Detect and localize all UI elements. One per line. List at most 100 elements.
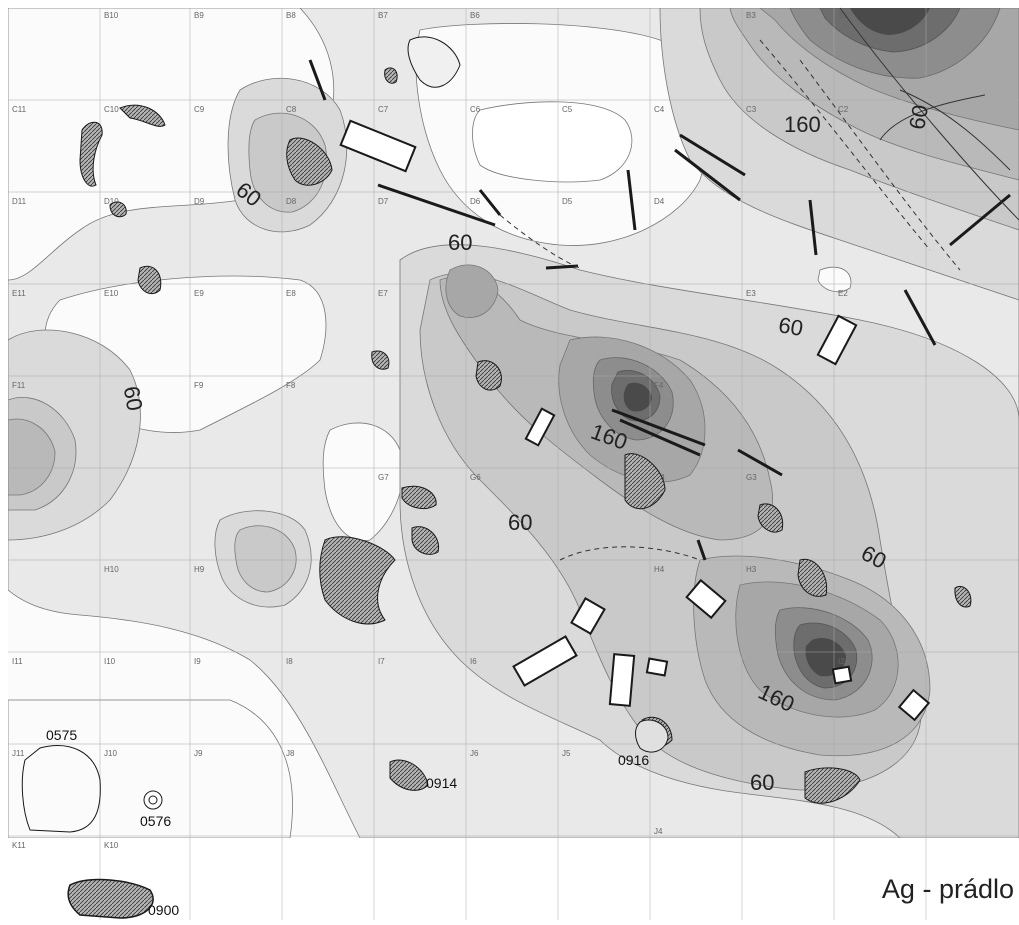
grid-label: E10 (104, 289, 119, 298)
grid-label: J10 (104, 749, 117, 758)
feature-0900-outline (67, 878, 154, 919)
grid-label: E11 (12, 289, 26, 298)
grid-label: D9 (194, 197, 205, 206)
structure (831, 665, 853, 685)
feature-0914-outline (389, 759, 429, 791)
feature-pit (286, 137, 333, 186)
grid-label: J6 (470, 749, 479, 758)
grid-label: F8 (286, 381, 296, 390)
feature-pit (624, 453, 666, 510)
grid-label: C3 (746, 105, 757, 114)
contour-fields (8, 8, 1019, 838)
grid-label: C5 (562, 105, 573, 114)
feature-pit (319, 536, 396, 625)
grid-label: C8 (286, 105, 297, 114)
structure (608, 653, 636, 707)
grid-label: B8 (286, 11, 296, 20)
contour-label: 60 (904, 103, 933, 131)
grid-label: C2 (838, 105, 849, 114)
structure (570, 597, 606, 635)
grid-label: K11 (12, 841, 26, 850)
feature-label-0900: 0900 (148, 902, 179, 918)
feature-pit (401, 485, 437, 509)
grid-label: J8 (286, 749, 295, 758)
feature-pit (757, 503, 784, 533)
structure (685, 578, 727, 620)
grid-label: I2 (838, 657, 845, 666)
structure (645, 657, 669, 677)
structure (524, 407, 556, 447)
grid-label: B7 (378, 11, 388, 20)
grid-label: D6 (470, 197, 481, 206)
feature-label-0576: 0576 (140, 813, 171, 829)
feature-boundaries (839, 7, 1019, 221)
feature-pit (384, 67, 398, 84)
grid-label: B10 (104, 11, 119, 20)
feature-pit (109, 201, 127, 218)
grid-label: K10 (104, 841, 119, 850)
grid-label: I6 (470, 657, 477, 666)
grid-label: G6 (470, 473, 481, 482)
structure (897, 688, 931, 722)
feature-0575-outline (21, 745, 101, 833)
structure (816, 314, 858, 366)
grid-label: I11 (12, 657, 23, 666)
feature-pit (371, 350, 390, 370)
feature-pits (79, 36, 972, 804)
grid-label: H3 (746, 565, 757, 574)
grid-label: E9 (194, 289, 204, 298)
structure (512, 635, 578, 687)
contour-label: 60 (448, 230, 472, 255)
contour-label: 160 (784, 112, 821, 137)
grid-lines (8, 8, 1019, 920)
grid-label: F9 (194, 381, 204, 390)
grid-label: D11 (12, 197, 27, 206)
feature-0916-outline (635, 719, 669, 753)
contour-label: 60 (508, 510, 532, 535)
grid-label: I8 (286, 657, 293, 666)
feature-structures (339, 119, 931, 722)
feature-pit (137, 265, 162, 295)
grid-label: J4 (654, 827, 663, 836)
grid-label: I9 (194, 657, 201, 666)
feature-label-0916: 0916 (618, 752, 649, 768)
grid-labels: C11 C10 C9 C8 C7 C6 C5 C4 C3 C2 D11 D10 … (12, 11, 849, 850)
grid-label: C10 (104, 105, 119, 114)
grid-label: F11 (12, 381, 26, 390)
grid-label: B3 (746, 11, 756, 20)
feature-labels: 0575 0576 0900 0914 0916 (46, 727, 649, 918)
grid-label: D5 (562, 197, 573, 206)
contour-label: 60 (119, 384, 148, 412)
grid-label: E8 (286, 289, 296, 298)
grid-label: C7 (378, 105, 389, 114)
grid-label: B9 (194, 11, 204, 20)
grid-label: E2 (838, 289, 848, 298)
grid-label: J11 (12, 749, 25, 758)
feature-paths (499, 39, 961, 561)
feature-pit (119, 104, 166, 127)
grid-label: C9 (194, 105, 205, 114)
grid-label: B2 (838, 11, 848, 20)
feature-pit (475, 360, 502, 391)
grid-label: H4 (654, 565, 665, 574)
grid-label: E3 (746, 289, 756, 298)
feature-pit (954, 586, 972, 608)
grid-label: J5 (562, 749, 571, 758)
grid-label: D7 (378, 197, 389, 206)
grid-label: D10 (104, 197, 119, 206)
grid-label: F4 (654, 381, 664, 390)
grid-label: I7 (378, 657, 385, 666)
grid-label: C6 (470, 105, 481, 114)
grid-label: C4 (654, 105, 665, 114)
grid-label: G7 (378, 473, 389, 482)
map-title: Ag - prádlo (882, 874, 1014, 904)
contour-label: 60 (750, 770, 774, 795)
feature-pit (804, 767, 861, 804)
contour-label: 60 (777, 312, 805, 341)
grid-label: H10 (104, 565, 119, 574)
feature-0576-outline (143, 790, 163, 810)
grid-label: B6 (470, 11, 480, 20)
feature-label-0914: 0914 (426, 775, 457, 791)
feature-pit (407, 36, 461, 88)
